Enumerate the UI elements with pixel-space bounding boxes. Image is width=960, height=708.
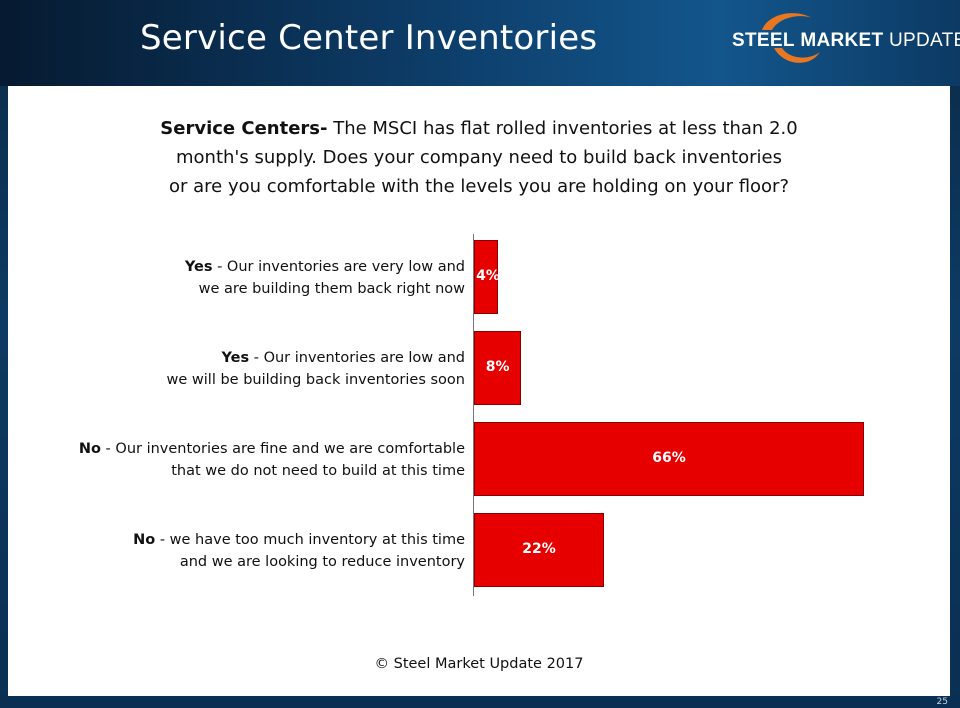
bar-value-label: 4% xyxy=(476,268,500,284)
steel-market-update-logo: STEEL MARKET UPDATE xyxy=(732,8,960,70)
question-lead: Service Centers- xyxy=(160,118,328,139)
question-line-2: month's supply. Does your company need t… xyxy=(175,147,782,168)
bar xyxy=(474,422,864,496)
bar-value-label: 66% xyxy=(652,450,686,466)
page-title: Service Center Inventories xyxy=(140,18,598,58)
page-number: 25 xyxy=(936,697,948,707)
header-bar: Service Center Inventories STEEL MARKET … xyxy=(0,0,960,86)
category-label: No - we have too much inventory at this … xyxy=(133,532,465,570)
bar xyxy=(474,240,498,314)
question-line-3: or are you comfortable with the levels y… xyxy=(168,176,790,197)
bar-value-label: 8% xyxy=(485,359,510,375)
bar-value-label: 22% xyxy=(522,541,556,557)
copyright-footer: © Steel Market Update 2017 xyxy=(374,656,584,672)
bar xyxy=(474,331,522,405)
logo-swoosh-icon xyxy=(762,13,820,63)
category-label: No - Our inventories are fine and we are… xyxy=(78,441,465,479)
survey-question: Service Centers- The MSCI has flat rolle… xyxy=(8,114,950,201)
logo-text: STEEL MARKET UPDATE xyxy=(732,30,960,52)
bar xyxy=(474,513,604,587)
logo-word-market: MARKET xyxy=(800,30,884,51)
question-line-1: Service Centers- The MSCI has flat rolle… xyxy=(8,114,950,143)
question-line-1-rest: The MSCI has flat rolled inventories at … xyxy=(327,118,798,139)
category-label: Yes - Our inventories are low and we will… xyxy=(166,350,465,388)
logo-word-steel: STEEL xyxy=(732,30,795,51)
category-label: Yes - Our inventories are very low and we… xyxy=(184,259,465,297)
content-panel: Service Centers- The MSCI has flat rolle… xyxy=(8,86,950,696)
category-axis-line xyxy=(473,234,474,596)
logo-word-update: UPDATE xyxy=(889,30,960,51)
